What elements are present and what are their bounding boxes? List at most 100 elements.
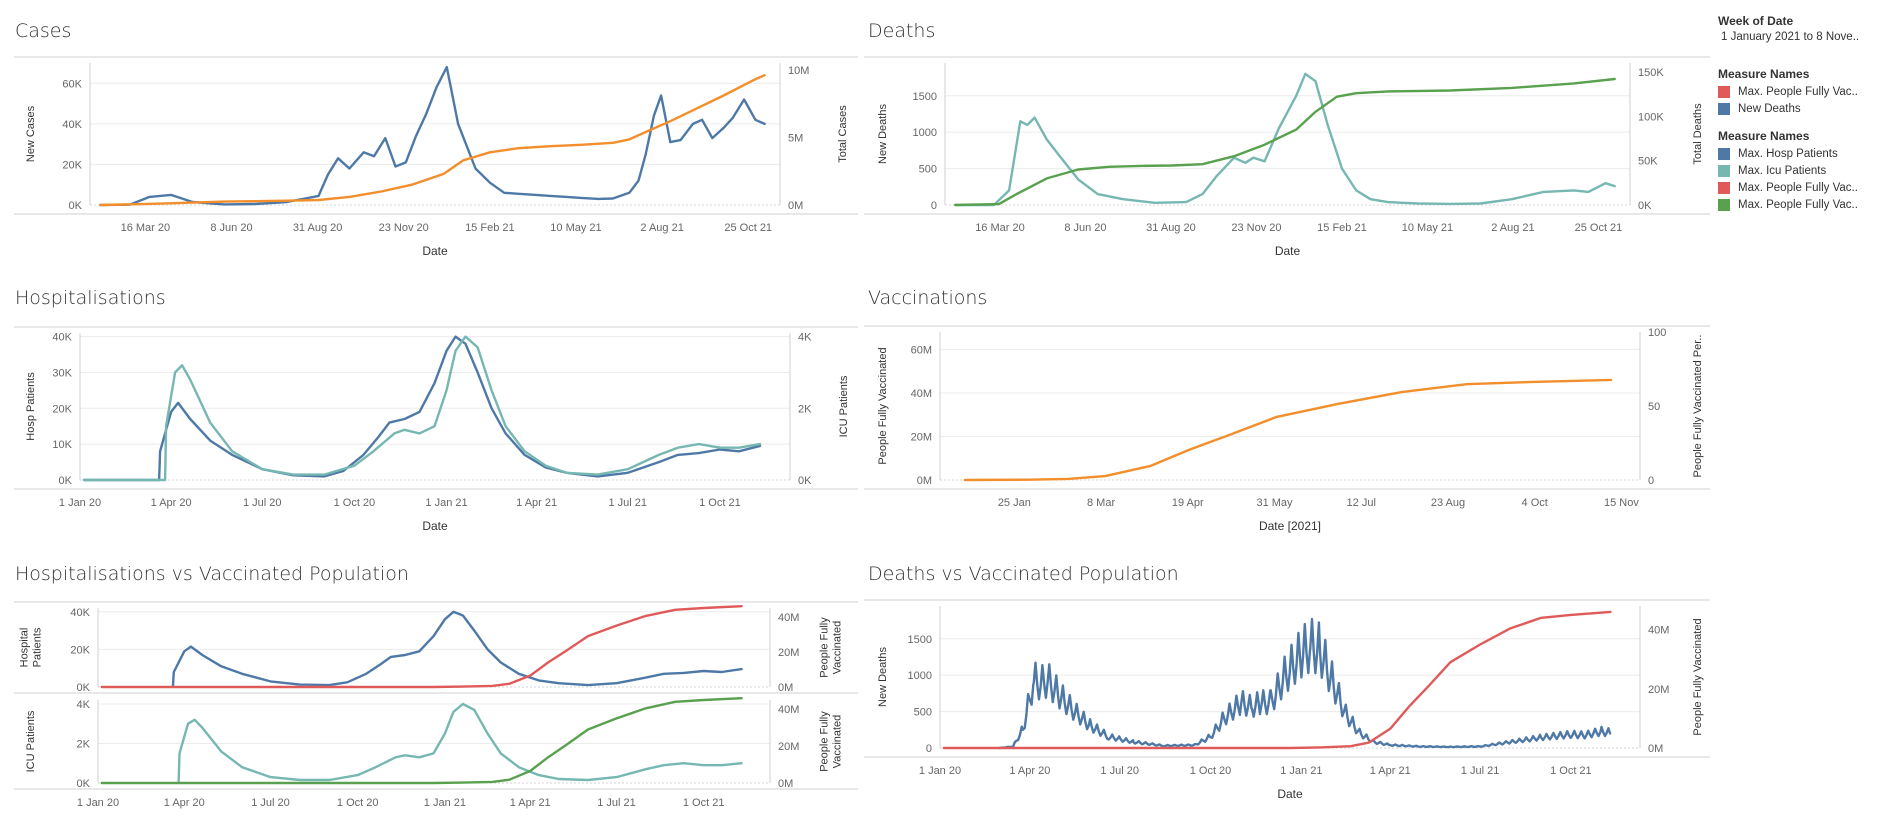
x-tick-label: 1 Oct 20 [334,497,376,509]
x-tick-label: 2 Aug 21 [640,222,683,234]
y-axis-title: New Deaths [877,647,889,707]
hospitalisations-title: Hospitalisations [15,287,166,309]
series-line-total-deaths [954,77,1616,207]
y-tick-label: 0K [77,778,91,790]
y-tick-label: 60M [911,344,932,356]
y-tick-label: 40M [911,388,932,400]
x-tick-label: 19 Apr [1172,497,1204,509]
legend-label: Max. Hosp Patients [1738,148,1838,160]
y-tick-label: 4K [77,699,91,711]
legend-swatch [1718,148,1730,160]
x-tick-label: 15 Nov [1604,497,1639,509]
y2-tick-label: 2K [798,403,812,415]
y2-tick-label: 0M [788,200,803,212]
x-tick-label: 31 May [1256,497,1293,509]
y-tick-label: 1500 [908,634,932,646]
vaccinations-title: Vaccinations [868,287,988,309]
legend-label: Max. Icu Patients [1738,165,1827,177]
y2-tick-label: 0M [778,682,793,694]
x-axis-title: Date [1277,787,1303,801]
x-tick-label: 1 Oct 21 [699,497,741,509]
legend-group2-title: Measure Names [1718,129,1810,143]
x-tick-label: 1 Jan 20 [59,497,101,509]
legend-item[interactable]: Max. Hosp Patients [1718,148,1878,160]
y2-tick-label: 20M [1648,684,1669,696]
y2-axis-title: Total Deaths [1692,103,1704,165]
x-tick-label: 8 Mar [1087,497,1115,509]
y2-tick-label: 10M [788,65,809,77]
y-tick-label: 1000 [913,127,937,139]
week-filter-title: Week of Date [1718,14,1794,28]
x-tick-label: 1 Apr 21 [1370,765,1411,777]
x-tick-label: 1 Apr 20 [1009,765,1050,777]
y-axis-title: People Fully Vaccinated [877,347,889,464]
series-line-max-hosp-patients [171,610,743,689]
series-line-new-deaths [954,72,1616,207]
x-tick-label: 15 Feb 21 [1317,222,1367,234]
y2-tick-label: 0M [778,778,793,790]
hosp-vs-vacc-chart[interactable]: 0K 20K 40K 0M 20M 40M HospitalPatients People F… [0,592,860,825]
series-line-people-fully-vaccinated [963,378,1613,482]
y-axis-title: Hosp Patients [25,372,37,441]
y-tick-label: 2K [77,738,91,750]
deaths-title: Deaths [868,20,936,42]
x-tick-label: 1 Jan 21 [424,797,466,809]
y2-tick-label: 4K [798,332,812,344]
x-tick-label: 1 Jul 20 [1100,765,1139,777]
legend-item[interactable]: Max. People Fully Vac.. [1718,86,1878,98]
hosp-vs-vacc-title: Hospitalisations vs Vaccinated Populatio… [15,563,409,585]
legend-item[interactable]: Max. People Fully Vac.. [1718,199,1878,211]
y-axis-title: HospitalPatients [19,627,44,667]
legend-item[interactable]: Max. Icu Patients [1718,165,1878,177]
x-tick-label: 25 Jan [998,497,1031,509]
x-tick-label: 23 Nov 20 [379,222,429,234]
x-tick-label: 16 Mar 20 [121,222,171,234]
y-axis-title: New Cases [25,105,37,162]
vaccinations-chart[interactable]: 0M 20M 40M 60M 0 50 100 People Fully Vaccinated… [860,318,1715,540]
x-tick-label: 1 Oct 20 [1190,765,1232,777]
y-tick-label: 500 [919,164,937,176]
x-tick-label: 10 May 21 [1402,222,1453,234]
y2-tick-label: 100 [1648,327,1666,339]
y2-axis-title: People FullyVaccinated [819,711,844,772]
legend-item[interactable]: Max. People Fully Vac.. [1718,182,1878,194]
y-tick-label: 1000 [908,670,932,682]
x-tick-label: 1 Jul 20 [243,497,282,509]
y2-tick-label: 100K [1638,111,1664,123]
x-tick-label: 1 Jul 21 [1461,765,1500,777]
deaths-vs-vacc-chart[interactable]: 0 500 1000 1500 0M 20M 40M New Deaths People Ful… [860,592,1715,825]
x-tick-label: 10 May 21 [550,222,601,234]
series-line-total-cases [99,74,766,207]
x-tick-label: 1 Apr 20 [151,497,192,509]
x-tick-label: 1 Oct 20 [337,797,379,809]
y2-tick-label: 50K [1638,156,1658,168]
legend-group1-title: Measure Names [1718,67,1810,81]
deaths-vs-vacc-title: Deaths vs Vaccinated Population [868,563,1179,585]
series-line-max-people-fully-vac- [100,605,743,689]
x-tick-label: 1 Apr 20 [164,797,205,809]
series-line-max-people-fully-vac- [100,697,743,785]
x-tick-label: 31 Aug 20 [293,222,343,234]
hospitalisations-chart[interactable]: 0K 10K 20K 30K 40K 0K 2K 4K Hosp Patients ICU Pat… [0,318,860,540]
x-tick-label: 1 Oct 21 [683,797,725,809]
cases-chart[interactable]: 0K 20K 40K 60K 0M 5M 10M New Cases Total Cases 16… [0,50,860,270]
deaths-chart[interactable]: 0 500 1000 1500 0K 50K 100K 150K New Deaths Total… [860,50,1715,270]
x-tick-label: 12 Jul [1347,497,1376,509]
x-tick-label: 25 Oct 21 [1575,222,1623,234]
y2-axis-title: People Fully Vaccinated [1692,618,1704,735]
y-tick-label: 1500 [913,91,937,103]
y2-axis-title: ICU Patients [838,375,850,437]
y2-tick-label: 150K [1638,67,1664,79]
y-tick-label: 20K [52,403,72,415]
week-filter-value[interactable]: 1 January 2021 to 8 Nove.. [1721,31,1860,43]
x-tick-label: 4 Oct [1522,497,1548,509]
y-tick-label: 0K [77,682,91,694]
x-tick-label: 15 Feb 21 [465,222,515,234]
y-tick-label: 60K [62,78,82,90]
x-tick-label: 23 Nov 20 [1231,222,1281,234]
series-line-max-hosp-patients [82,335,762,482]
legend-item[interactable]: New Deaths [1718,103,1878,115]
y-tick-label: 30K [52,367,72,379]
legend-swatch [1718,199,1730,211]
x-tick-label: 23 Aug [1431,497,1465,509]
